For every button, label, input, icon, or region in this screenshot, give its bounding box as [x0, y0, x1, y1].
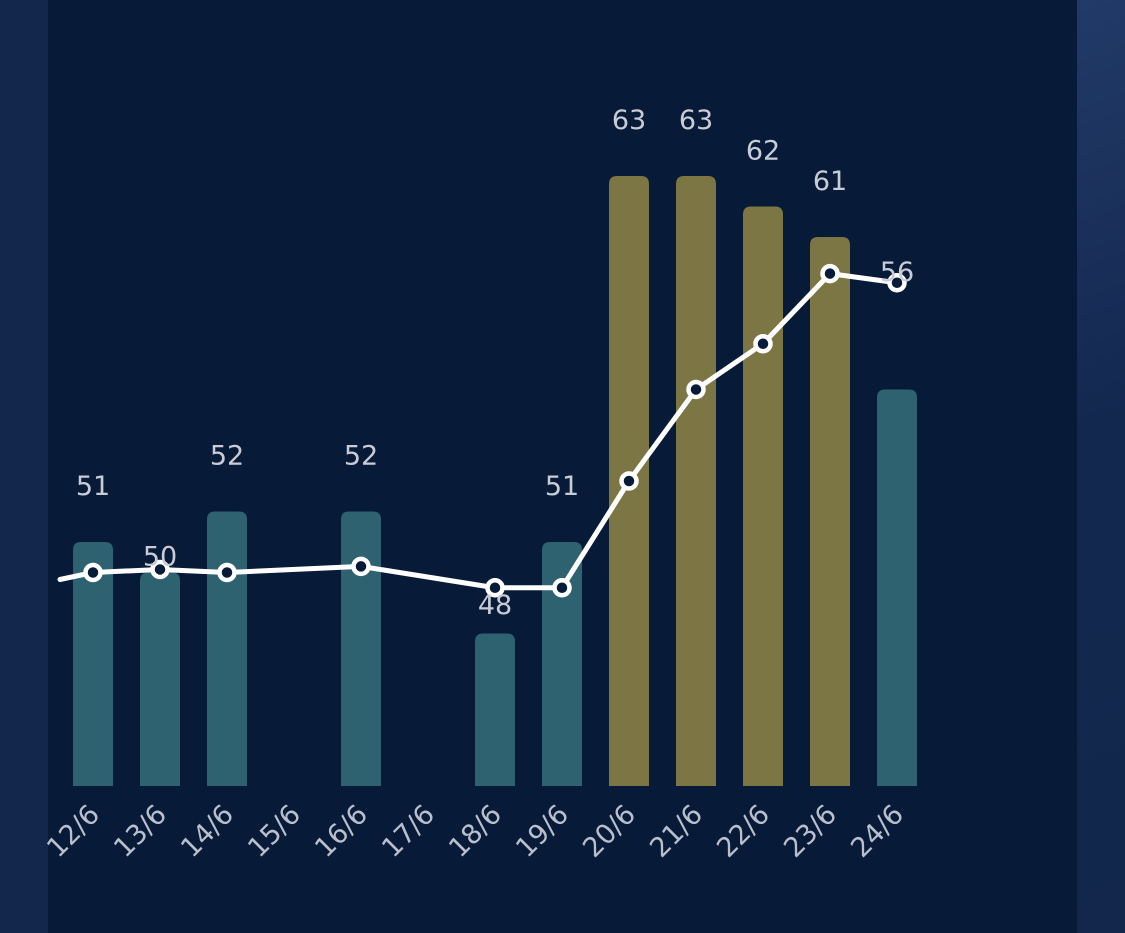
- trend-line: [57, 271, 900, 591]
- bar-21-6: [676, 176, 716, 786]
- tick-label-24-6: 24/6: [845, 799, 910, 864]
- bar-13-6: [140, 572, 180, 786]
- value-label-23-6: 61: [813, 166, 847, 197]
- line-point-18-6: [485, 578, 505, 598]
- line-point-22-6: [753, 334, 773, 354]
- value-label-14-6: 52: [210, 441, 244, 472]
- line-series: [57, 263, 907, 598]
- value-label-16-6: 52: [344, 441, 378, 472]
- value-label-24-6: 56: [880, 257, 914, 288]
- value-label-13-6: 50: [143, 541, 177, 572]
- line-point-24-6: [887, 273, 907, 293]
- line-point-23-6: [820, 263, 840, 284]
- tick-label-14-6: 14/6: [175, 799, 240, 864]
- line-point-16-6: [351, 556, 371, 577]
- bar-12-6: [73, 542, 113, 786]
- tick-label-19-6: 19/6: [510, 799, 575, 864]
- x-axis-ticks: 12/6 13/6 14/6 15/6 16/6 17/6 18/6 19/6 20/6 21/6…: [41, 799, 910, 864]
- line-point-21-6: [686, 379, 706, 400]
- bar-19-6: [542, 542, 582, 786]
- bar-23-6: [810, 237, 850, 786]
- line-point-12-6: [83, 562, 103, 583]
- tick-label-21-6: 21/6: [644, 799, 709, 864]
- value-labels: 51 50 52 52 48 51 63 63 62 61 56: [76, 105, 914, 621]
- value-label-20-6: 63: [612, 105, 646, 136]
- tick-label-18-6: 18/6: [443, 799, 508, 864]
- bar-14-6: [207, 511, 247, 786]
- bar-16-6: [341, 511, 381, 786]
- value-label-22-6: 62: [746, 136, 780, 167]
- tick-label-22-6: 22/6: [711, 799, 776, 864]
- tick-label-23-6: 23/6: [778, 799, 843, 864]
- value-label-19-6: 51: [545, 471, 579, 502]
- left-panel-edge: [0, 0, 48, 933]
- line-point-20-6: [619, 471, 639, 491]
- value-label-21-6: 63: [679, 105, 713, 136]
- bar-series: [73, 176, 917, 786]
- line-point-14-6: [217, 562, 237, 583]
- tick-label-15-6: 15/6: [242, 799, 307, 864]
- tick-label-13-6: 13/6: [108, 799, 173, 864]
- bar-22-6: [743, 206, 783, 786]
- line-point-13-6: [150, 559, 170, 580]
- line-point-19-6: [552, 578, 572, 598]
- value-label-12-6: 51: [76, 471, 110, 502]
- bar-18-6: [475, 633, 515, 786]
- tick-label-12-6: 12/6: [41, 799, 106, 864]
- tick-label-16-6: 16/6: [309, 799, 374, 864]
- right-panel-edge: [1077, 0, 1125, 933]
- value-label-18-6: 48: [478, 590, 512, 621]
- tick-label-17-6: 17/6: [376, 799, 441, 864]
- bar-24-6: [877, 389, 917, 786]
- tick-label-20-6: 20/6: [577, 799, 642, 864]
